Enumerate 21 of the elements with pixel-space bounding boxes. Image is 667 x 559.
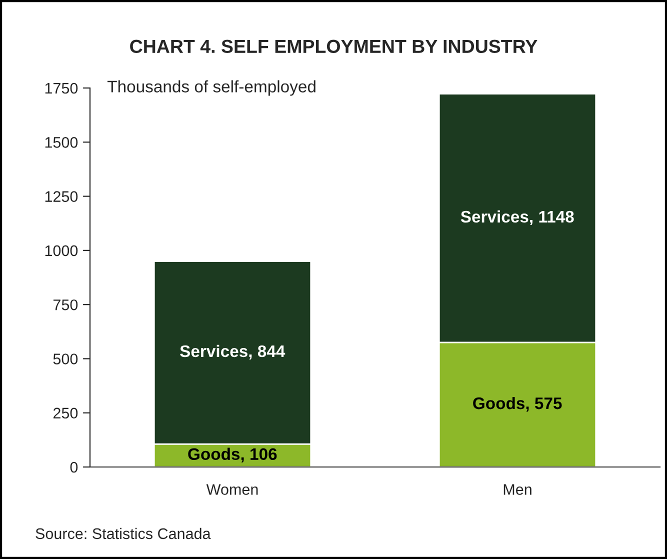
y-tick-label: 0 [70, 462, 78, 473]
chart-title: CHART 4. SELF EMPLOYMENT BY INDUSTRY [130, 40, 538, 54]
y-tick-label: 1500 [45, 137, 78, 148]
y-tick-label: 750 [53, 299, 78, 310]
text: Goods [473, 396, 525, 410]
y-tick-label: 1250 [45, 191, 78, 202]
y-tick-label: 1000 [45, 245, 78, 256]
series-label: Services [460, 210, 528, 223]
y-axis-title: Thousands of self-employed [107, 80, 316, 96]
y-tick-label: 500 [53, 354, 78, 364]
data-label: , 575 [526, 398, 562, 412]
text: Services [180, 344, 248, 358]
data-label: , 1148 [530, 210, 574, 226]
source-note: Source: Statistics Canada [36, 528, 211, 540]
x-tick-label: Women [206, 484, 258, 495]
y-tick-label: 250 [53, 408, 78, 419]
data-label: , 106 [241, 448, 277, 462]
x-tick-label: Men [504, 484, 532, 495]
series-label: Goods [188, 448, 240, 460]
y-tick-label: 1750 [45, 82, 78, 94]
data-label: , 844 [249, 345, 286, 360]
